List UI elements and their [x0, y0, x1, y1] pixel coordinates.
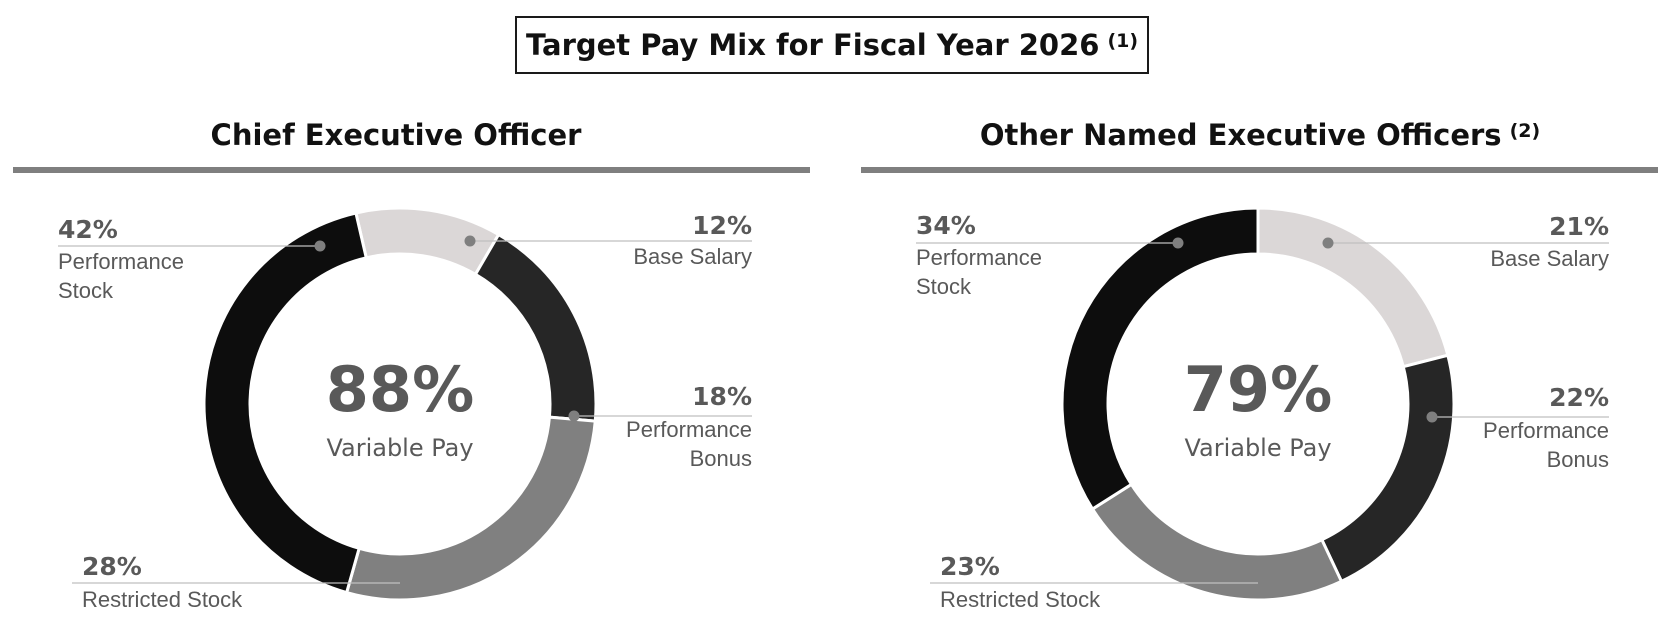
ceo-leader-dot-performance-bonus — [568, 410, 580, 422]
neo-center-value: 79% — [1184, 353, 1332, 426]
neo-category-label-performance-stock-2: Stock — [916, 274, 972, 299]
neo-chart-title-text: Other Named Executive Officers — [979, 118, 1502, 152]
ceo-category-label-performance-stock-1: Performance — [58, 249, 184, 274]
neo-value-label-performance-stock: 34% — [916, 211, 976, 240]
ceo-center-label: Variable Pay — [326, 434, 473, 462]
main-title-text: Target Pay Mix for Fiscal Year 2026 — [525, 28, 1100, 62]
ceo-category-label-restricted-stock: Restricted Stock — [82, 587, 243, 612]
ceo-chart-title: Chief Executive Officer — [0, 113, 800, 157]
neo-leader-dot-base-salary — [1322, 237, 1334, 249]
ceo-category-label-performance-bonus-2: Bonus — [690, 446, 752, 471]
main-title: Target Pay Mix for Fiscal Year 2026 (1) — [515, 16, 1149, 74]
neo-chart-title-note: (2) — [1509, 120, 1541, 142]
ceo-center-value: 88% — [326, 353, 474, 426]
neo-chart-title: Other Named Executive Officers (2) — [860, 113, 1660, 157]
ceo-value-label-restricted-stock: 28% — [82, 552, 142, 581]
neo-center-label: Variable Pay — [1184, 434, 1331, 462]
ceo-chart-title-text: Chief Executive Officer — [210, 118, 582, 152]
main-title-note: (1) — [1107, 30, 1139, 52]
neo-category-label-performance-bonus-1: Performance — [1483, 418, 1609, 443]
ceo-leader-dot-base-salary — [464, 235, 476, 247]
ceo-value-label-base-salary: 12% — [692, 211, 752, 240]
neo-leader-dot-performance-stock — [1172, 237, 1184, 249]
neo-category-label-base-salary: Base Salary — [1490, 246, 1609, 271]
ceo-slice-performance-bonus — [473, 232, 598, 423]
neo-leader-dot-performance-bonus — [1426, 411, 1438, 423]
neo-value-label-restricted-stock: 23% — [940, 552, 1000, 581]
neo-value-label-base-salary: 21% — [1549, 212, 1609, 241]
neo-category-label-performance-stock-1: Performance — [916, 245, 1042, 270]
ceo-title-rule — [13, 167, 810, 173]
neo-slice-performance-bonus — [1319, 353, 1456, 584]
neo-value-label-performance-bonus: 22% — [1549, 383, 1609, 412]
neo-slice-performance-stock — [1060, 206, 1260, 512]
neo-title-rule — [861, 167, 1658, 173]
neo-category-label-performance-bonus-2: Bonus — [1547, 447, 1609, 472]
ceo-value-label-performance-stock: 42% — [58, 215, 118, 244]
neo-category-label-restricted-stock: Restricted Stock — [940, 587, 1101, 612]
ceo-value-label-performance-bonus: 18% — [692, 382, 752, 411]
ceo-category-label-base-salary: Base Salary — [633, 244, 752, 269]
ceo-category-label-performance-stock-2: Stock — [58, 278, 114, 303]
ceo-category-label-performance-bonus-1: Performance — [626, 417, 752, 442]
ceo-leader-dot-performance-stock — [314, 240, 326, 252]
neo-slice-base-salary — [1256, 206, 1450, 369]
ceo-slice-performance-stock — [202, 211, 369, 595]
